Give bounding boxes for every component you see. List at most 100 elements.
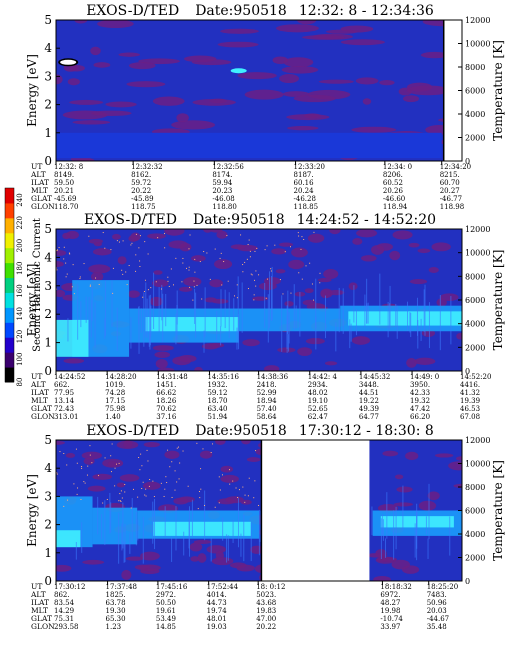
noise-blotch xyxy=(116,482,126,488)
scatter-dot xyxy=(297,232,299,234)
scatter-dot xyxy=(248,239,250,241)
noise-blotch xyxy=(123,440,133,449)
scatter-dot xyxy=(200,468,202,470)
table-cell: 41.32 xyxy=(460,389,480,397)
scatter-dot xyxy=(248,477,250,479)
scatter-dot xyxy=(169,466,171,468)
table-cell: 19.03 xyxy=(207,623,227,631)
noise-blotch xyxy=(431,242,451,252)
scatter-dot xyxy=(266,245,268,247)
noise-blotch xyxy=(164,229,185,236)
colorbar-tick-label: 220 xyxy=(16,216,24,229)
noise-blotch xyxy=(302,299,317,306)
scatter-dot xyxy=(223,261,225,263)
table-cell: 12:32:56 xyxy=(212,163,244,171)
scatter-dot xyxy=(157,237,159,239)
title-name: EXOS-D/TED xyxy=(84,212,177,228)
scatter-dot xyxy=(56,250,58,252)
noise-blotch xyxy=(172,356,192,366)
scatter-dot xyxy=(289,246,291,248)
noise-blotch xyxy=(211,298,229,304)
scatter-dot xyxy=(244,494,246,496)
scatter-dot xyxy=(139,260,141,262)
scatter-dot xyxy=(258,504,260,506)
table-cell: 18:18:32 xyxy=(380,583,411,591)
table-cell: 47.00 xyxy=(256,615,276,623)
y-tick-label: 2 xyxy=(44,98,52,112)
scatter-dot xyxy=(264,249,266,251)
table-cell: 17:45:16 xyxy=(156,583,188,591)
noise-blotch xyxy=(126,81,166,88)
noise-blotch xyxy=(427,491,440,501)
noise-blotch xyxy=(88,264,111,274)
scatter-dot xyxy=(79,278,81,280)
scatter-dot xyxy=(56,269,58,271)
noise-blotch xyxy=(203,229,213,233)
scatter-dot xyxy=(186,267,188,269)
scatter-dot xyxy=(194,271,196,273)
scatter-dot xyxy=(139,469,141,471)
noise-blotch xyxy=(178,496,195,503)
y2-tick-label: 4000 xyxy=(465,320,485,329)
scatter-dot xyxy=(192,299,194,301)
noise-blotch xyxy=(56,250,67,256)
table-cell: 12:33:20 xyxy=(294,163,325,171)
noise-blotch xyxy=(414,357,436,366)
scatter-dot xyxy=(203,505,205,507)
table-cell: 20.24 xyxy=(294,187,315,195)
scatter-dot xyxy=(198,491,200,493)
colorbar-segment xyxy=(5,202,14,219)
noise-blotch xyxy=(190,556,200,562)
table-cell: -46.08 xyxy=(212,195,234,203)
table-cell: 20.22 xyxy=(131,187,151,195)
noise-blotch xyxy=(67,78,80,86)
colorbar-segment xyxy=(5,292,14,308)
table-cell: 20.26 xyxy=(383,187,404,195)
scatter-dot xyxy=(274,244,276,246)
scatter-dot xyxy=(167,276,169,278)
scatter-dot xyxy=(303,238,305,240)
table-cell: -45.89 xyxy=(131,195,153,203)
y-tick-label: 2 xyxy=(44,518,52,532)
colorbar-tick-label: 140 xyxy=(16,307,24,320)
scatter-dot xyxy=(164,488,166,490)
table-cell: 44.51 xyxy=(359,389,379,397)
scatter-dot xyxy=(102,232,104,234)
noise-blotch xyxy=(154,351,171,358)
table-row-label: GLAT xyxy=(31,614,52,623)
noise-blotch xyxy=(351,126,397,133)
colorbar-tick-label: 80 xyxy=(16,378,24,387)
noise-blotch xyxy=(406,85,450,96)
y-tick-label: 5 xyxy=(44,433,52,447)
noise-blotch xyxy=(140,551,160,561)
y-tick-label: 5 xyxy=(44,13,52,27)
scatter-dot xyxy=(234,295,236,297)
scatter-dot xyxy=(309,262,311,264)
y2-tick-label: 0 xyxy=(465,367,470,376)
scatter-dot xyxy=(63,258,65,260)
table-cell: 14:45:32 xyxy=(359,373,390,381)
noise-blotch xyxy=(246,457,261,462)
scatter-dot xyxy=(249,256,251,258)
scatter-dot xyxy=(71,286,73,288)
scatter-dot xyxy=(305,265,307,267)
table-cell: 48.02 xyxy=(308,389,328,397)
noise-blotch xyxy=(297,347,313,357)
colorbar-frame xyxy=(4,187,15,383)
table-cell: 58.64 xyxy=(257,413,278,421)
table-cell: 20.23 xyxy=(212,187,232,195)
scatter-dot xyxy=(250,273,252,275)
noise-blotch xyxy=(428,267,439,273)
noise-blotch xyxy=(220,465,233,473)
scatter-dot xyxy=(181,281,183,283)
scatter-dot xyxy=(65,262,67,264)
title-date: Date:950518 xyxy=(195,3,287,19)
scatter-dot xyxy=(147,289,149,291)
noise-blotch xyxy=(134,564,151,570)
y-tick-label: 0 xyxy=(44,364,52,378)
table-cell: 8162. xyxy=(131,171,151,179)
scatter-dot xyxy=(110,455,112,457)
noise-blotch xyxy=(406,358,417,368)
scatter-dot xyxy=(247,288,249,290)
table-cell: -44.67 xyxy=(427,615,449,623)
